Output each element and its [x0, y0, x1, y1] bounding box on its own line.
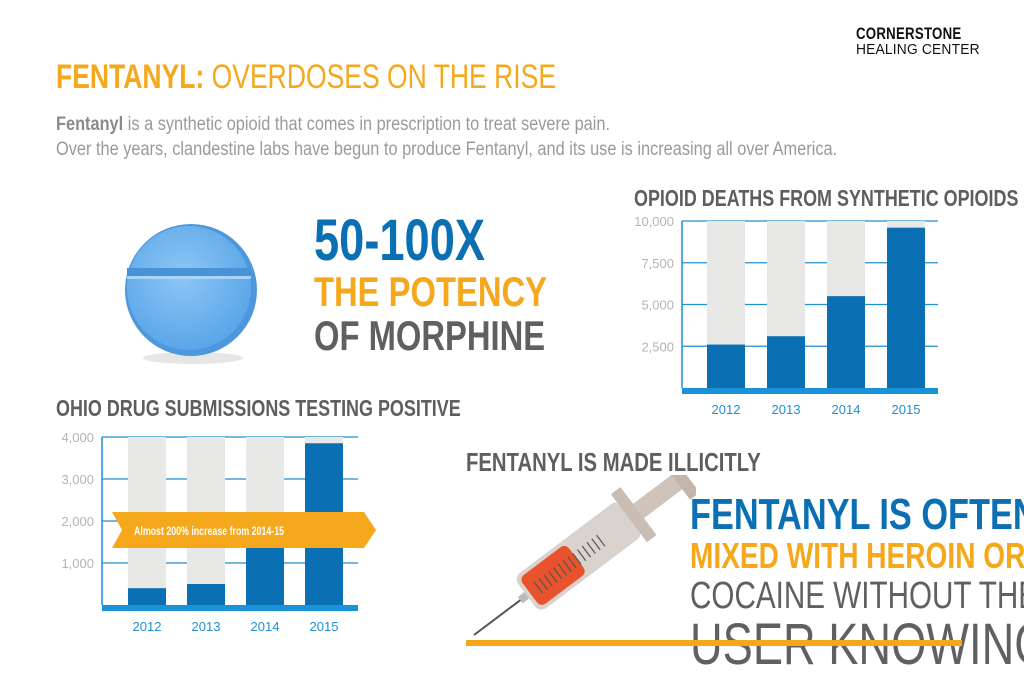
x-tick-label: 2014 [251, 619, 280, 634]
message-line-3: COCAINE WITHOUT THE [690, 575, 1024, 617]
annotation-text: Almost 200% increase from 2014-15 [134, 524, 284, 538]
y-tick-label: 1,000 [61, 556, 94, 571]
potency-line-2: THE POTENCY [314, 268, 547, 315]
x-tick-label: 2013 [192, 619, 221, 634]
potency-line-1: 50-100X [314, 208, 486, 273]
x-tick-label: 2015 [310, 619, 339, 634]
chart1-plot: 2,500 5,000 7,500 10,000 2012 2013 2014 2015 [634, 215, 938, 417]
x-axis [102, 605, 358, 611]
x-tick-label: 2012 [133, 619, 162, 634]
potency-callout: 50-100X THE POTENCY OF MORPHINE [314, 212, 547, 358]
page-title: FENTANYL: OVERDOSES ON THE RISE [56, 58, 556, 97]
logo-line-1: CORNERSTONE [856, 24, 962, 43]
intro-bold: Fentanyl [56, 114, 124, 135]
bar-2013 [187, 584, 225, 605]
pill-icon [125, 224, 257, 364]
x-tick-label: 2012 [712, 402, 741, 417]
intro-text: Fentanyl is a synthetic opioid that come… [56, 112, 837, 162]
illicit-heading: FENTANYL IS MADE ILLICITLY [466, 447, 761, 477]
message-line-1: FENTANYL IS OFTEN [690, 490, 1024, 539]
y-tick-label: 10,000 [634, 215, 674, 229]
bar-2013 [767, 336, 805, 388]
y-tick-label: 4,000 [61, 430, 94, 445]
chart2-title: OHIO DRUG SUBMISSIONS TESTING POSITIVE [56, 395, 461, 421]
title-rest: OVERDOSES ON THE RISE [204, 58, 557, 96]
message-line-2: MIXED WITH HEROIN OR [690, 535, 1024, 576]
bar-2012 [707, 344, 745, 388]
logo-line-2: HEALING CENTER [856, 41, 980, 58]
bar-2015 [887, 227, 925, 388]
illicit-message: FENTANYL IS OFTEN MIXED WITH HEROIN OR C… [690, 490, 1024, 674]
syringe-icon [473, 475, 696, 636]
y-tick-label: 5,000 [641, 298, 674, 313]
x-axis [682, 388, 938, 394]
x-tick-label: 2014 [832, 402, 861, 417]
x-tick-label: 2013 [772, 402, 801, 417]
chart1-title: OPIOID DEATHS FROM SYNTHETIC OPIOIDS [634, 185, 1019, 211]
bar-2012 [128, 588, 166, 605]
intro-line1: is a synthetic opioid that comes in pres… [123, 114, 611, 135]
y-tick-label: 3,000 [61, 472, 94, 487]
y-tick-label: 2,500 [641, 339, 674, 354]
divider-line [466, 640, 962, 646]
annotation-arrow [112, 512, 376, 548]
y-tick-label: 2,000 [61, 514, 94, 529]
bar-2014 [827, 296, 865, 388]
chart2-plot: 1,000 2,000 3,000 4,000 2012 2013 2014 2015 Almo… [61, 430, 376, 634]
potency-line-3: OF MORPHINE [314, 312, 546, 359]
title-bold: FENTANYL: [56, 58, 205, 96]
y-tick-label: 7,500 [641, 256, 674, 271]
x-tick-label: 2015 [892, 402, 921, 417]
intro-line2: Over the years, clandestine labs have be… [56, 139, 838, 160]
